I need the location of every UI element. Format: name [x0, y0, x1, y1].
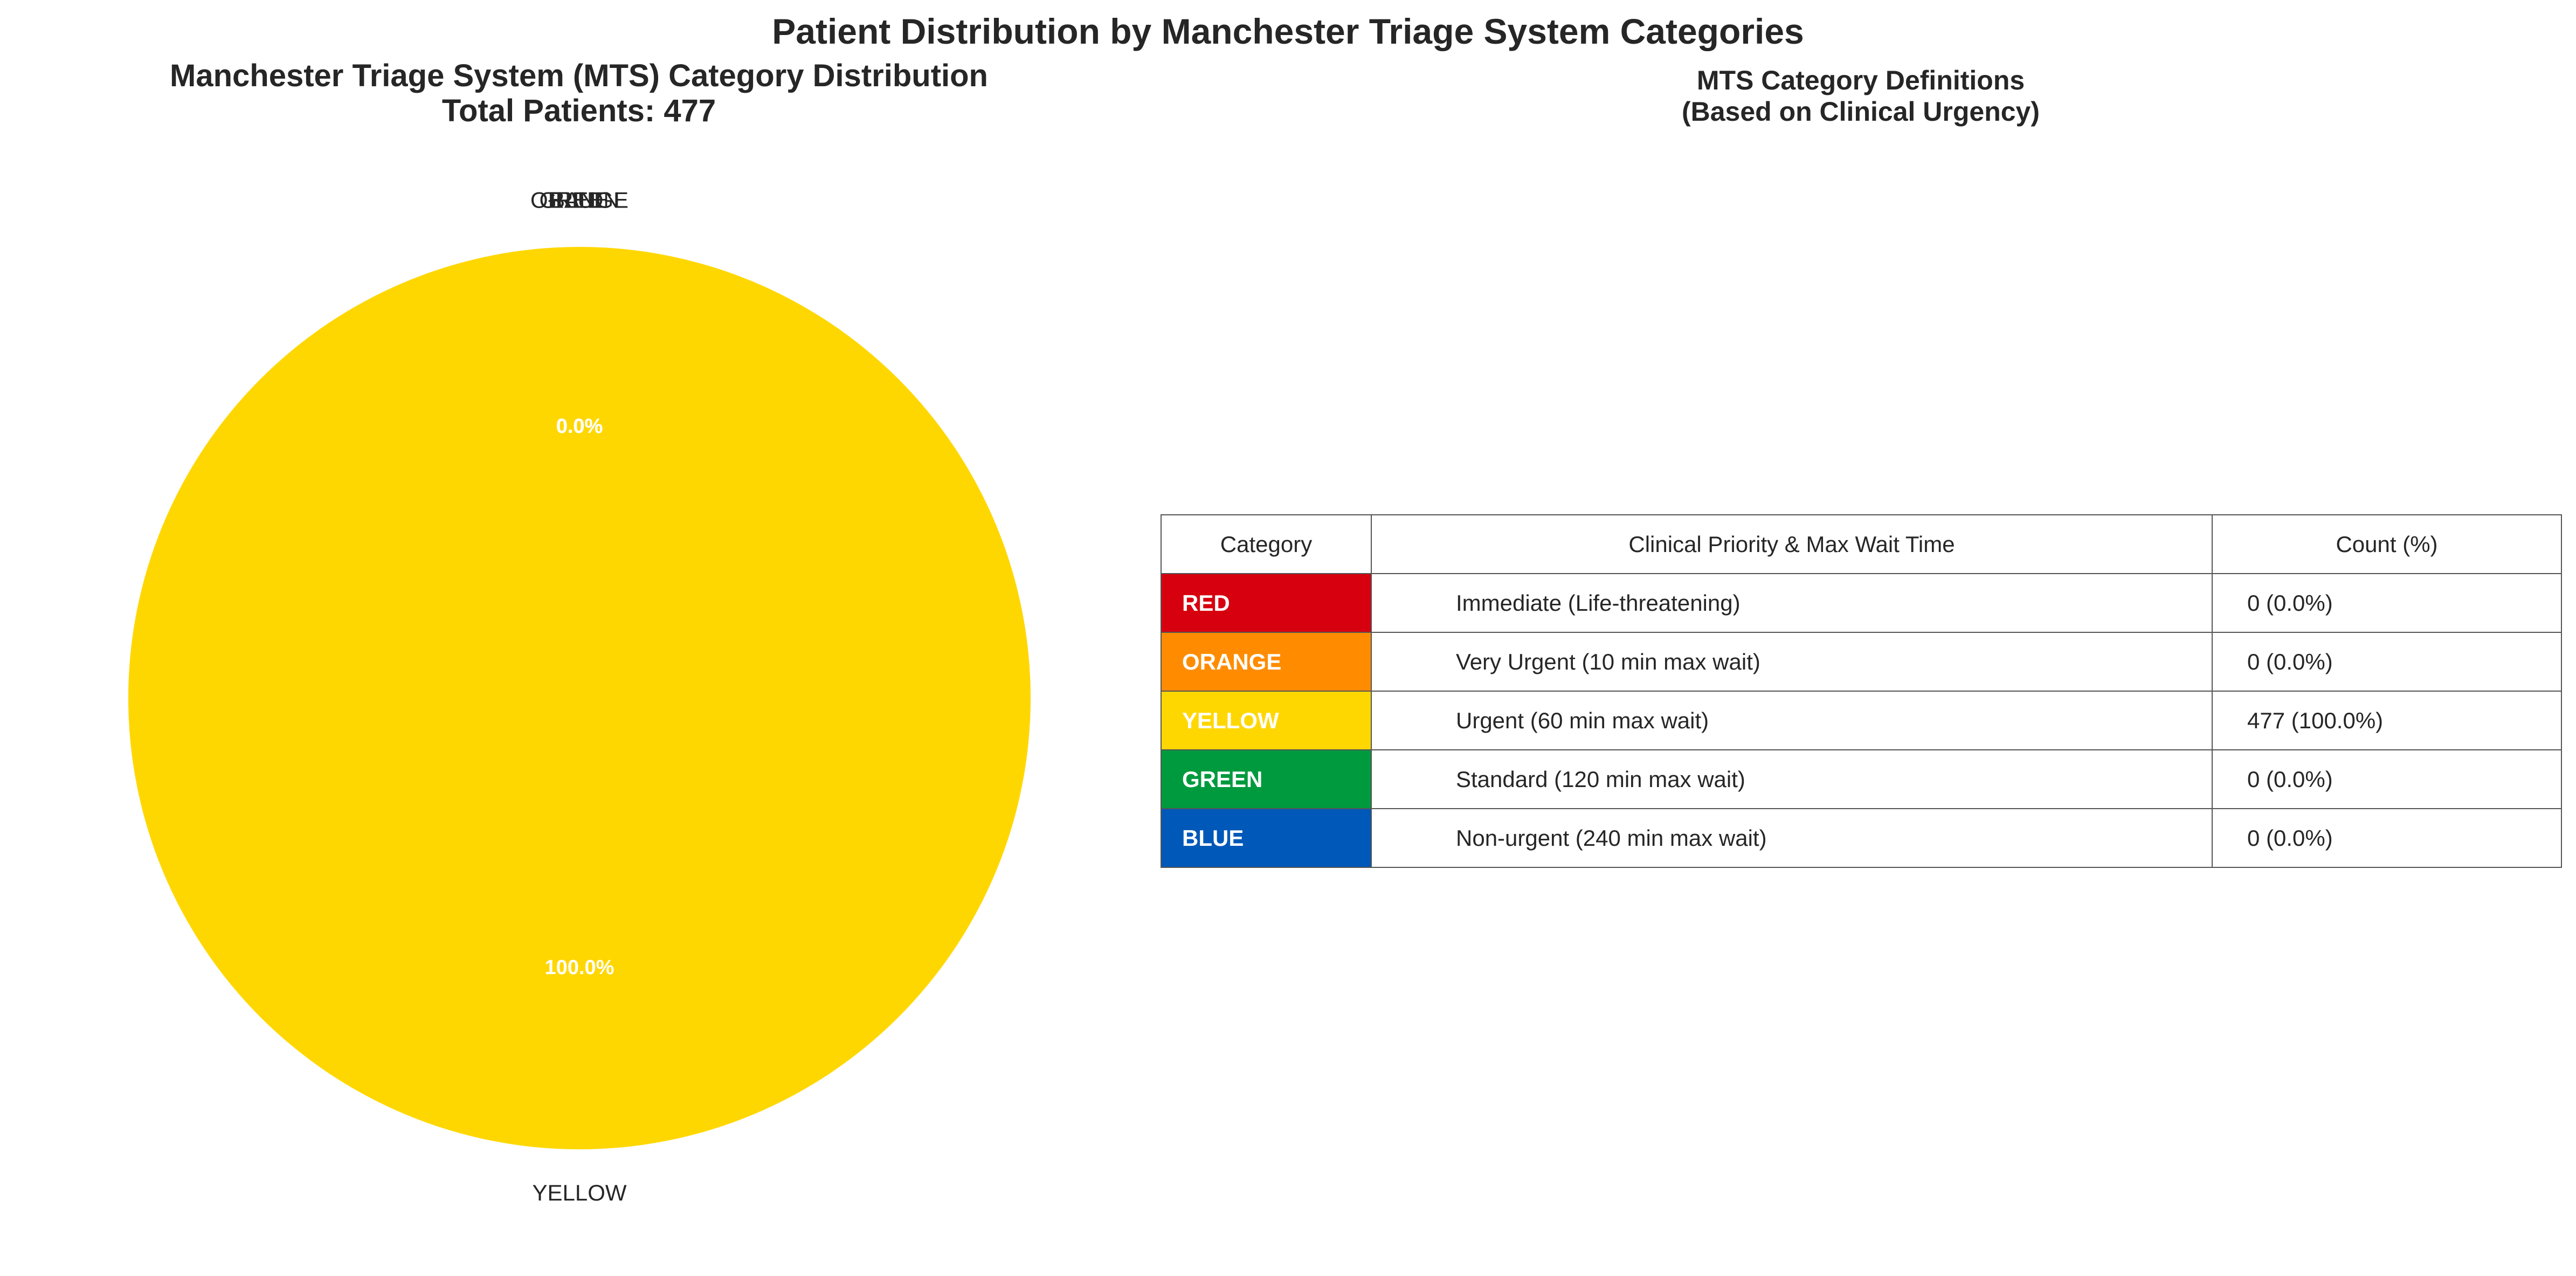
category-cell: YELLOW	[1161, 691, 1372, 750]
priority-cell: Non-urgent (240 min max wait)	[1371, 808, 2213, 868]
table-title: MTS Category Definitions (Based on Clini…	[1214, 65, 2508, 127]
count-cell: 0 (0.0%)	[2212, 749, 2562, 809]
table-row-green: GREEN Standard (120 min max wait) 0 (0.0%)	[1161, 749, 2562, 809]
category-cell: GREEN	[1161, 749, 1372, 809]
pie-chart-title-line-1: Manchester Triage System (MTS) Category …	[170, 58, 988, 93]
table-title-line-2: (Based on Clinical Urgency)	[1681, 96, 2040, 127]
table-row-yellow: YELLOW Urgent (60 min max wait) 477 (100.0…	[1161, 691, 2562, 750]
pie-slices	[128, 247, 1031, 1149]
table-title-line-1: MTS Category Definitions	[1696, 65, 2025, 95]
pie-label-red: RED	[556, 187, 604, 212]
pie-label-orange: ORANGE	[530, 187, 629, 212]
figure-title: Patient Distribution by Manchester Triag…	[772, 11, 1804, 51]
pie-percent-orange: 0.0%	[556, 415, 603, 438]
table-body: RED Immediate (Life-threatening) 0 (0.0%) O…	[1161, 573, 2562, 868]
category-cell: RED	[1161, 573, 1372, 633]
category-cell: BLUE	[1161, 808, 1372, 868]
priority-cell: Immediate (Life-threatening)	[1371, 573, 2213, 633]
table-header-row: Category Clinical Priority & Max Wait Ti…	[1161, 514, 2562, 574]
table-row-blue: BLUE Non-urgent (240 min max wait) 0 (0.0%…	[1161, 808, 2562, 868]
pie-slice-yellow	[128, 247, 1031, 1149]
pie-percent-blue: 0.0%	[556, 415, 603, 438]
pie-percent-red: 0.0%	[556, 415, 603, 438]
pie-chart-title-line-2: Total Patients: 477	[441, 93, 716, 128]
count-cell: 0 (0.0%)	[2212, 808, 2562, 868]
pie-percent-labels: 0.0%0.0%100.0%0.0%0.0%	[545, 415, 614, 979]
priority-cell: Very Urgent (10 min max wait)	[1371, 632, 2213, 692]
column-header-count: Count (%)	[2212, 514, 2562, 574]
priority-cell: Urgent (60 min max wait)	[1371, 691, 2213, 750]
pie-percent-yellow: 100.0%	[545, 956, 614, 979]
priority-cell: Standard (120 min max wait)	[1371, 749, 2213, 809]
pie-percent-green: 0.0%	[556, 415, 603, 438]
mts-definitions-table: Category Clinical Priority & Max Wait Ti…	[1161, 514, 2562, 868]
pie-label-green: GREEN	[539, 187, 619, 212]
column-header-priority: Clinical Priority & Max Wait Time	[1371, 514, 2213, 574]
pie-label-blue: BLUE	[550, 187, 609, 212]
category-cell: ORANGE	[1161, 632, 1372, 692]
pie-chart-title: Manchester Triage System (MTS) Category …	[40, 58, 1118, 128]
count-cell: 0 (0.0%)	[2212, 632, 2562, 692]
pie-label-yellow: YELLOW	[532, 1180, 626, 1205]
table-row-orange: ORANGE Very Urgent (10 min max wait) 0 (0.…	[1161, 632, 2562, 692]
column-header-category: Category	[1161, 514, 1372, 574]
table-row-red: RED Immediate (Life-threatening) 0 (0.0%)	[1161, 573, 2562, 633]
count-cell: 477 (100.0%)	[2212, 691, 2562, 750]
count-cell: 0 (0.0%)	[2212, 573, 2562, 633]
